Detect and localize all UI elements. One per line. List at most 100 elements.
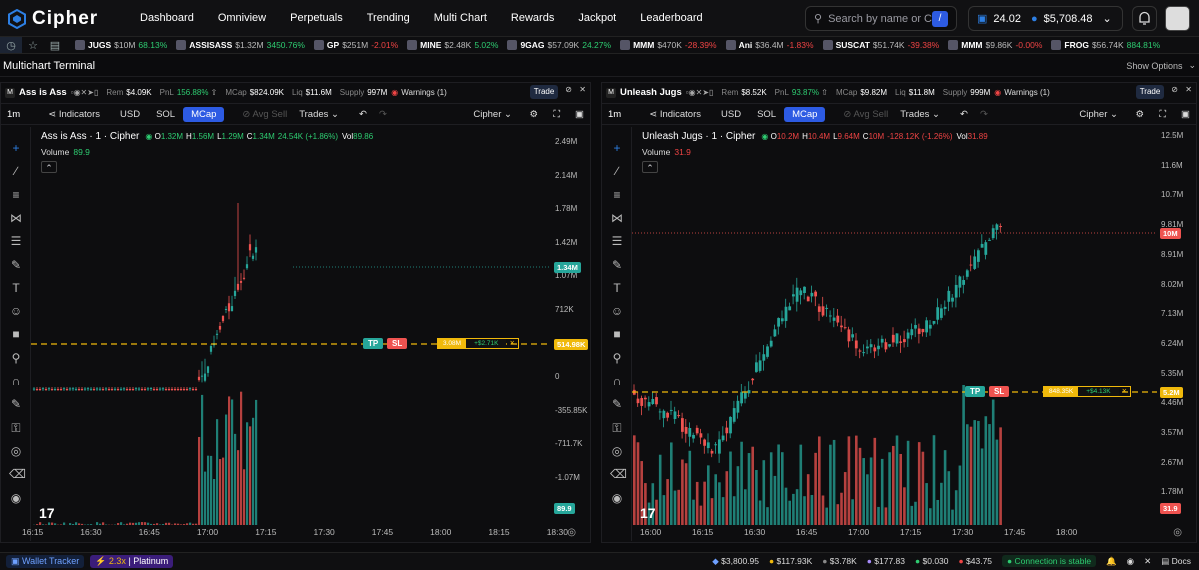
crosshair-icon[interactable]: +	[12, 141, 20, 155]
eye-icon[interactable]: ◎	[611, 443, 623, 458]
timeframe-selector[interactable]: 1m	[608, 108, 622, 120]
x-icon[interactable]: ✕	[1144, 555, 1152, 566]
telegram-icon[interactable]: ➤	[702, 87, 710, 97]
source-dropdown[interactable]: Cipher ⌄	[1079, 109, 1118, 120]
collapse-legend-button[interactable]: ⌃	[41, 161, 57, 173]
trend-line-icon[interactable]: ∕	[14, 164, 17, 179]
wallet-button[interactable]: ▣ 24.02 ● $5,708.48 ⌄	[968, 6, 1123, 31]
trade-button[interactable]: Trade	[1136, 85, 1164, 99]
ticker-item[interactable]: SUSCAT $51.74K -39.38%	[822, 40, 939, 50]
ticker-item[interactable]: MMM $470K -28.39%	[620, 40, 717, 50]
close-position-icon[interactable]: ✕	[509, 340, 515, 347]
magnet-icon[interactable]: ∩	[11, 374, 21, 388]
chart-icon[interactable]: ▯	[93, 87, 99, 97]
tier-badge[interactable]: ⚡ 2.3x | Platinum	[90, 555, 174, 568]
layers-icon[interactable]: ◉	[611, 490, 623, 505]
globe-icon[interactable]: ◉	[688, 87, 696, 97]
trades-dropdown[interactable]: Trades ⌄	[299, 109, 339, 120]
logo[interactable]: Cipher	[8, 8, 98, 30]
horizontal-lines-icon[interactable]: ≡	[12, 187, 20, 202]
nav-jackpot[interactable]: Jackpot	[578, 12, 617, 24]
lock-icon[interactable]: ⚿	[11, 420, 21, 435]
ticker-item[interactable]: MMM $9.86K -0.00%	[948, 40, 1042, 50]
pattern-icon[interactable]: ⋈	[611, 210, 623, 225]
ticker-item[interactable]: MINE $2.48K 5.02%	[407, 40, 498, 50]
avatar[interactable]	[1165, 6, 1190, 31]
telegram-icon[interactable]: ➤	[87, 87, 94, 97]
take-profit-button[interactable]: TP	[965, 386, 986, 397]
timeframe-selector[interactable]: 1m	[7, 108, 21, 120]
collapse-legend-button[interactable]: ⌃	[642, 161, 658, 173]
camera-icon[interactable]: ▣	[1181, 108, 1190, 120]
toggle-usd[interactable]: USD	[721, 108, 742, 120]
settings-icon[interactable]: ⚙	[529, 108, 538, 120]
trades-dropdown[interactable]: Trades ⌄	[900, 109, 940, 120]
ticker-item[interactable]: FROG $56.74K 884.81%	[1051, 40, 1160, 50]
fullscreen-icon[interactable]: ⛶	[553, 108, 560, 120]
nav-dashboard[interactable]: Dashboard	[140, 12, 194, 24]
position-tag[interactable]: 3.08M +$2.71K ✕	[437, 338, 519, 349]
crosshair-icon[interactable]: +	[613, 141, 621, 155]
text-icon[interactable]: T	[613, 280, 621, 295]
avg-sell-button[interactable]: ⊘ Avg Sell	[242, 109, 287, 120]
lock-drawings-icon[interactable]: ✎	[10, 397, 22, 412]
brush-icon[interactable]: ✎	[611, 257, 623, 272]
undo-icon[interactable]: ↶	[359, 108, 367, 120]
emoji-icon[interactable]: ☺	[9, 304, 23, 319]
nav-leaderboard[interactable]: Leaderboard	[640, 12, 703, 24]
close-position-icon[interactable]: ✕	[1121, 388, 1128, 395]
indicators-button[interactable]: ⋖ Indicators	[48, 109, 100, 120]
copy-icon[interactable]: ▫	[685, 87, 689, 97]
source-dropdown[interactable]: Cipher ⌄	[473, 109, 512, 120]
indicators-button[interactable]: ⋖ Indicators	[649, 109, 701, 120]
nav-omniview[interactable]: Omniview	[217, 12, 267, 24]
toggle-mcap[interactable]: MCap	[183, 106, 225, 122]
toggle-mcap[interactable]: MCap	[784, 106, 826, 122]
x-icon[interactable]: ✕	[80, 87, 88, 97]
docs-link[interactable]: ▤ Docs	[1161, 555, 1191, 566]
ruler-icon[interactable]: ■	[613, 327, 621, 342]
ticker-item[interactable]: ASSISASS $1.32M 3450.76%	[176, 40, 305, 50]
trash-icon[interactable]: ⌫	[610, 467, 627, 482]
ticker-item[interactable]: JUGS $10M 68.13%	[75, 40, 167, 50]
close-icon[interactable]: ✕	[1185, 85, 1192, 94]
emoji-icon[interactable]: ☺	[610, 304, 624, 319]
stop-loss-button[interactable]: SL	[989, 386, 1010, 397]
position-tag[interactable]: 848.35K +$4.13K ✕	[1043, 386, 1132, 397]
reset-scale-icon[interactable]: ◎	[567, 527, 576, 538]
fib-icon[interactable]: ☰	[611, 234, 623, 249]
eye-icon[interactable]: ◎	[10, 443, 22, 458]
stop-loss-button[interactable]: SL	[387, 338, 408, 349]
history-icon[interactable]: ◷	[0, 37, 22, 53]
undo-icon[interactable]: ↶	[960, 108, 968, 120]
discord-icon[interactable]: ◉	[1126, 555, 1135, 566]
close-icon[interactable]: ✕	[579, 85, 586, 94]
chart-icon[interactable]: ▯	[709, 87, 714, 97]
nav-trending[interactable]: Trending	[366, 12, 410, 24]
avg-sell-button[interactable]: ⊘ Avg Sell	[843, 109, 888, 120]
chart-canvas[interactable]: Unleash Jugs · 1 · Cipher ◉ O10.2M H10.4M L…	[632, 127, 1157, 525]
share-icon[interactable]: ⇧	[208, 87, 218, 97]
lock-drawings-icon[interactable]: ✎	[611, 397, 623, 412]
camera-icon[interactable]: ▣	[575, 108, 584, 120]
redo-icon[interactable]: ↷	[979, 108, 988, 120]
notifications-icon[interactable]: 🔔	[1106, 555, 1117, 566]
trend-line-icon[interactable]: ∕	[615, 164, 618, 179]
settings-icon[interactable]: ⚙	[1135, 108, 1144, 120]
magnet-icon[interactable]: ∩	[612, 374, 622, 388]
zoom-icon[interactable]: ⚲	[11, 350, 21, 365]
x-icon[interactable]: ✕	[695, 87, 703, 97]
nav-multi-chart[interactable]: Multi Chart	[433, 12, 487, 24]
toggle-usd[interactable]: USD	[120, 108, 141, 120]
nav-perpetuals[interactable]: Perpetuals	[290, 12, 343, 24]
copy-icon[interactable]: ▫	[70, 87, 74, 97]
layers-icon[interactable]: ◉	[10, 490, 22, 505]
notifications-button[interactable]	[1132, 6, 1157, 31]
show-options-button[interactable]: Show Options ⌄	[1126, 60, 1196, 71]
lock-icon[interactable]: ⚿	[612, 420, 622, 435]
toggle-sol[interactable]: SOL	[757, 108, 777, 120]
toggle-sol[interactable]: SOL	[156, 108, 176, 120]
unlink-icon[interactable]: ⊘	[565, 85, 572, 94]
globe-icon[interactable]: ◉	[73, 87, 81, 97]
ticker-item[interactable]: Ani $36.4M -1.83%	[725, 40, 814, 50]
